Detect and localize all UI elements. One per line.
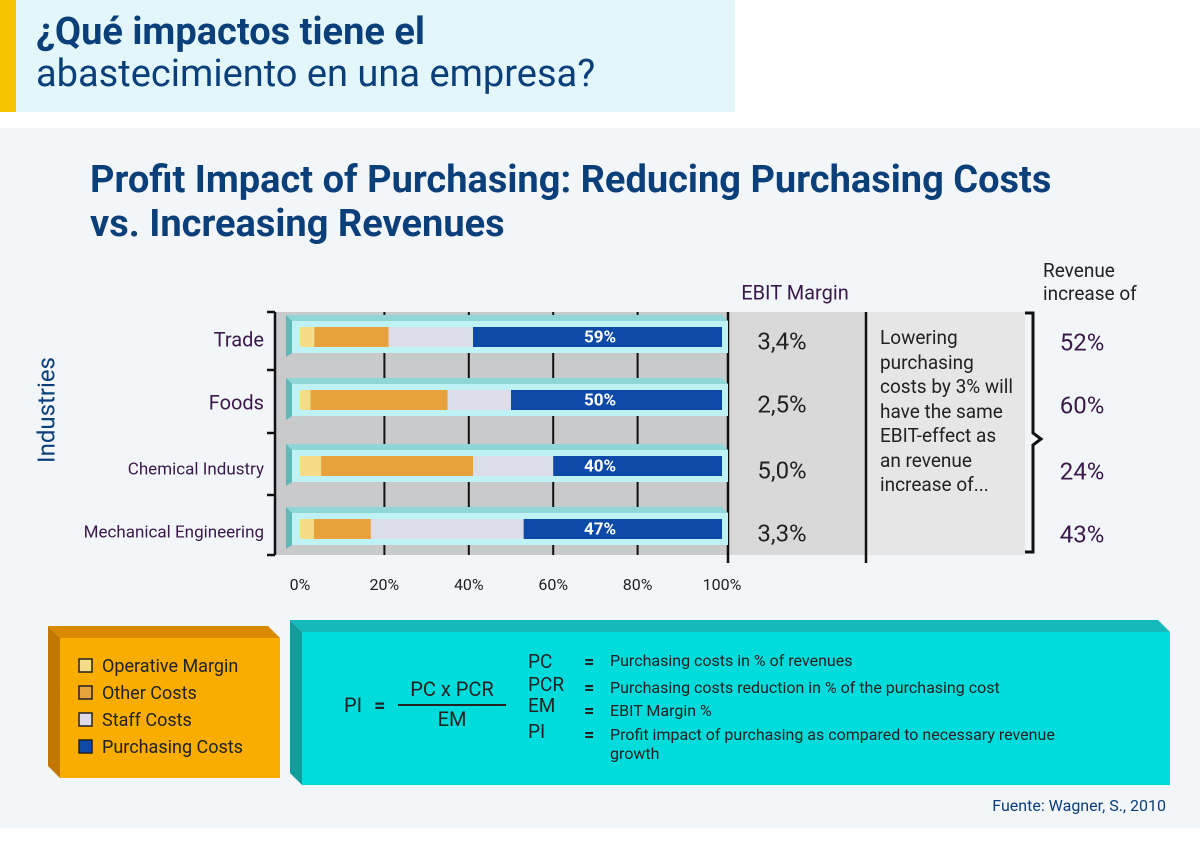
x-tick-label: 100% bbox=[703, 575, 742, 594]
bar-value-label: 59% bbox=[584, 327, 616, 347]
formula-numerator: PC x PCR bbox=[410, 677, 494, 701]
bar-segment bbox=[300, 390, 311, 410]
bar-segment bbox=[388, 327, 474, 347]
revenue-header: Revenue increase of bbox=[1043, 259, 1137, 305]
formula-box bbox=[302, 632, 1170, 785]
bar-segment bbox=[523, 519, 722, 539]
ebit-value: 5,0% bbox=[757, 456, 806, 484]
bar-frame-top bbox=[286, 444, 728, 450]
revenue-value: 24% bbox=[1060, 457, 1105, 485]
brace bbox=[1025, 311, 1044, 554]
ebit-column bbox=[728, 312, 866, 555]
x-tick-label: 60% bbox=[538, 575, 568, 594]
bar-frame-top bbox=[286, 315, 728, 321]
bar-value-label: 40% bbox=[584, 456, 616, 476]
definition-sign: = bbox=[584, 652, 595, 673]
formula-lhs: PI bbox=[344, 693, 363, 717]
bar-frame-side bbox=[286, 507, 292, 549]
formula-denominator: EM bbox=[437, 707, 467, 731]
source: Fuente: Wagner, S., 2010 bbox=[992, 796, 1166, 815]
bar-value-label: 50% bbox=[584, 390, 616, 410]
definition-text: Purchasing costs reduction in % of the p… bbox=[610, 678, 1000, 697]
legend-swatch bbox=[78, 685, 93, 700]
revenue-value: 43% bbox=[1060, 520, 1105, 548]
bar-segment bbox=[511, 390, 722, 410]
header-subtitle: abastecimiento en una empresa? bbox=[36, 52, 596, 96]
bar-frame-side bbox=[286, 444, 292, 486]
definition-text: Profit impact of purchasing as compared … bbox=[610, 725, 1055, 763]
legend-swatch bbox=[78, 712, 93, 727]
definition-term: PC bbox=[528, 650, 553, 673]
ebit-value: 2,5% bbox=[757, 390, 806, 418]
legend-label: Purchasing Costs bbox=[102, 737, 243, 758]
bar-segment bbox=[300, 456, 322, 476]
legend-box-side bbox=[48, 626, 60, 778]
formula-box-top bbox=[290, 620, 1170, 632]
x-tick-label: 0% bbox=[290, 575, 311, 594]
legend-label: Staff Costs bbox=[102, 710, 192, 731]
category-label: Chemical Industry bbox=[128, 459, 264, 479]
bar-frame-top bbox=[286, 507, 728, 513]
x-tick-label: 80% bbox=[623, 575, 653, 594]
formula-box-side bbox=[290, 620, 302, 785]
ebit-header: EBIT Margin bbox=[741, 280, 849, 304]
bar-frame-side bbox=[286, 315, 292, 357]
formula-equals: = bbox=[374, 693, 386, 717]
bar-segment bbox=[314, 327, 389, 347]
x-tick-label: 40% bbox=[454, 575, 484, 594]
fraction-line bbox=[398, 704, 506, 706]
legend-box-top bbox=[48, 626, 280, 638]
bar-segment bbox=[447, 390, 511, 410]
legend-box bbox=[60, 638, 280, 778]
category-label: Trade bbox=[214, 327, 264, 351]
ebit-value: 3,4% bbox=[757, 327, 806, 355]
bar-segment bbox=[370, 519, 524, 539]
definition-term: EM bbox=[528, 694, 556, 717]
ebit-value: 3,3% bbox=[757, 519, 806, 547]
bar-segment bbox=[300, 327, 315, 347]
definition-sign: = bbox=[584, 725, 595, 746]
definition-term: PI bbox=[528, 720, 546, 743]
legend-label: Other Costs bbox=[102, 683, 197, 704]
legend-swatch bbox=[78, 739, 93, 754]
bar-segment bbox=[553, 456, 722, 476]
definition-term: PCR bbox=[528, 673, 565, 696]
definition-text: EBIT Margin % bbox=[610, 701, 712, 720]
bar-frame-top bbox=[286, 378, 728, 384]
legend-label: Operative Margin bbox=[102, 656, 238, 677]
legend-swatch bbox=[78, 658, 93, 673]
note-column bbox=[866, 312, 1025, 555]
y-axis-label: Industries bbox=[32, 357, 60, 463]
header-box bbox=[0, 0, 735, 112]
category-label: Mechanical Engineering bbox=[84, 522, 264, 542]
bar-segment bbox=[473, 456, 554, 476]
bar-value-label: 47% bbox=[584, 519, 616, 539]
x-tick-label: 20% bbox=[370, 575, 400, 594]
revenue-value: 60% bbox=[1060, 391, 1105, 419]
bar-segment bbox=[310, 390, 448, 410]
bar-segment bbox=[313, 519, 371, 539]
bar-frame-side bbox=[286, 378, 292, 420]
definition-sign: = bbox=[584, 701, 595, 722]
note: Lowering purchasing costs by 3% will hav… bbox=[880, 326, 1014, 496]
revenue-value: 52% bbox=[1060, 328, 1105, 356]
bar-segment bbox=[300, 519, 314, 539]
category-label: Foods bbox=[209, 390, 264, 414]
definition-sign: = bbox=[584, 678, 595, 699]
definition-text: Purchasing costs in % of revenues bbox=[610, 651, 853, 670]
bar-segment bbox=[473, 327, 722, 347]
header-stripe bbox=[0, 0, 16, 112]
chart-title: Profit Impact of Purchasing: Reducing Pu… bbox=[90, 158, 1052, 246]
header-title: ¿Qué impactos tiene el bbox=[36, 10, 425, 54]
bar-segment bbox=[321, 456, 474, 476]
